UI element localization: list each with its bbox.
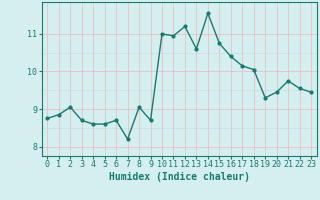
X-axis label: Humidex (Indice chaleur): Humidex (Indice chaleur) bbox=[109, 172, 250, 182]
